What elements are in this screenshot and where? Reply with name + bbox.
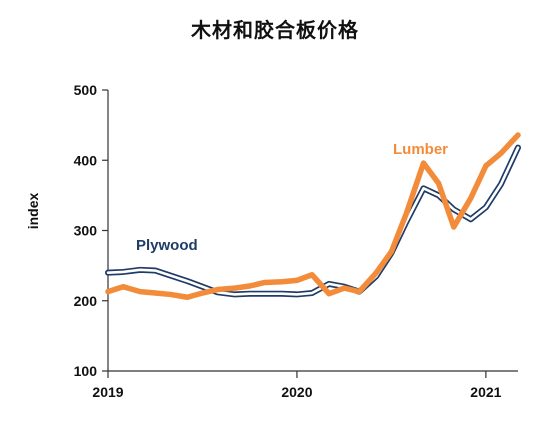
y-tick-label: 100 bbox=[74, 363, 98, 379]
lumber-label: Lumber bbox=[393, 141, 448, 158]
y-tick-label: 400 bbox=[74, 152, 98, 168]
series-labels: Plywood Lumber bbox=[136, 141, 448, 254]
y-tick-label: 500 bbox=[74, 82, 98, 98]
chart-title: 木材和胶合板价格 bbox=[191, 18, 359, 42]
series-layer bbox=[105, 132, 521, 300]
y-tick-label: 200 bbox=[74, 293, 98, 309]
y-tick-labels: 100 200 300 400 500 bbox=[74, 82, 98, 379]
x-tick-label: 2020 bbox=[281, 384, 312, 400]
x-tick-label: 2021 bbox=[470, 384, 501, 400]
plywood-label: Plywood bbox=[136, 237, 198, 254]
axes bbox=[102, 89, 518, 378]
y-tick-label: 300 bbox=[74, 223, 98, 239]
x-tick-labels: 2019 2020 2021 bbox=[92, 384, 501, 400]
y-axis-label: index bbox=[25, 193, 41, 230]
x-tick-label: 2019 bbox=[92, 384, 123, 400]
lumber-line bbox=[105, 132, 521, 300]
